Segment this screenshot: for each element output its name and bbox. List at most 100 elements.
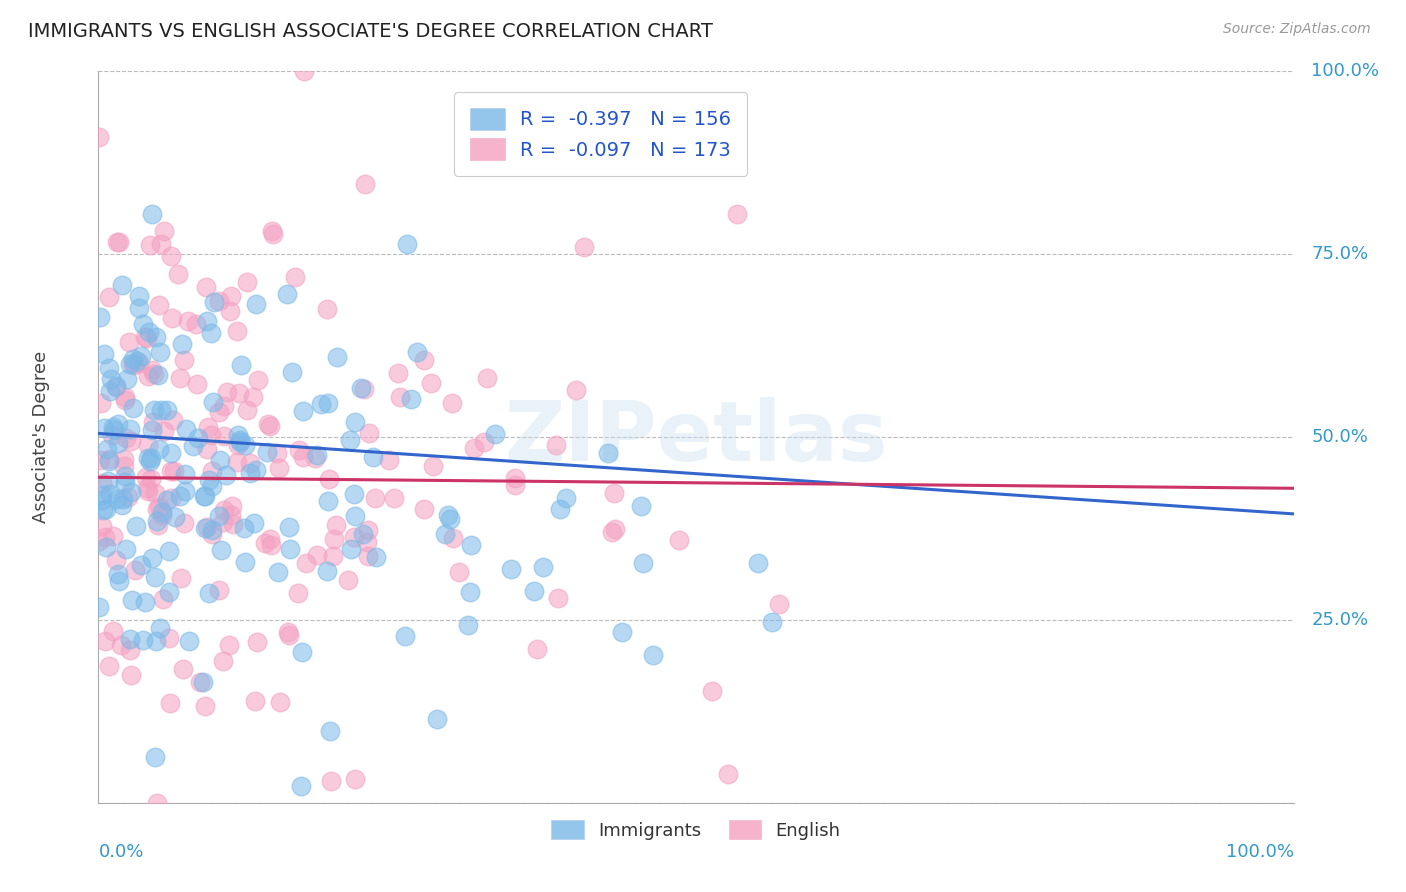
Point — [600, 525, 623, 540]
Point — [114, 542, 136, 557]
Point — [325, 517, 347, 532]
Point — [93, 421, 115, 435]
Point — [101, 419, 124, 434]
Point — [89, 130, 111, 145]
Point — [143, 570, 166, 584]
Point — [283, 270, 305, 285]
Point — [117, 372, 139, 386]
Point — [94, 530, 117, 544]
Point — [145, 501, 167, 516]
Point — [352, 527, 374, 541]
Point — [148, 500, 170, 514]
Point — [97, 290, 120, 304]
Point — [107, 417, 129, 432]
Point — [172, 662, 194, 676]
Point — [555, 491, 578, 506]
Point — [503, 477, 526, 491]
Point — [136, 368, 159, 383]
Point — [359, 425, 381, 440]
Point — [208, 508, 231, 523]
Point — [111, 277, 134, 292]
Point — [148, 442, 170, 456]
Point — [157, 631, 180, 645]
Point — [269, 695, 291, 709]
Point — [114, 393, 136, 408]
Point — [127, 354, 149, 368]
Point — [426, 712, 449, 726]
Point — [120, 668, 142, 682]
Point — [356, 549, 378, 563]
Point — [135, 331, 157, 345]
Point — [212, 654, 235, 668]
Point — [208, 452, 231, 467]
Point — [107, 574, 129, 588]
Point — [603, 522, 626, 536]
Point — [93, 347, 115, 361]
Point — [396, 237, 419, 252]
Point — [136, 483, 159, 498]
Point — [394, 629, 416, 643]
Point — [141, 363, 163, 377]
Point — [169, 489, 191, 503]
Point — [121, 351, 143, 366]
Point — [340, 542, 363, 557]
Point — [725, 207, 748, 221]
Point — [239, 467, 262, 481]
Point — [169, 370, 191, 384]
Point — [246, 635, 269, 649]
Point — [118, 357, 141, 371]
Point — [152, 592, 174, 607]
Point — [94, 502, 117, 516]
Point — [208, 583, 231, 598]
Point — [226, 427, 249, 442]
Point — [269, 461, 291, 475]
Point — [247, 373, 270, 387]
Point — [231, 359, 253, 373]
Point — [420, 376, 443, 390]
Point — [343, 530, 366, 544]
Point — [389, 390, 412, 404]
Point — [91, 518, 114, 533]
Point — [139, 450, 162, 465]
Point — [128, 301, 150, 316]
Point — [201, 527, 224, 541]
Point — [218, 638, 240, 652]
Point — [148, 517, 170, 532]
Point — [212, 399, 235, 413]
Point — [132, 632, 155, 647]
Point — [226, 324, 249, 338]
Point — [243, 694, 266, 708]
Point — [201, 464, 224, 478]
Point — [336, 573, 359, 587]
Point — [121, 593, 143, 607]
Point — [422, 459, 444, 474]
Point — [316, 494, 339, 508]
Point — [344, 415, 367, 429]
Point — [87, 534, 110, 549]
Point — [260, 224, 283, 238]
Point — [114, 390, 136, 404]
Point — [434, 527, 457, 541]
Point — [145, 486, 167, 500]
Point — [564, 384, 586, 398]
Point — [91, 476, 114, 491]
Point — [242, 391, 264, 405]
Point — [217, 385, 239, 400]
Point — [343, 487, 366, 501]
Point — [717, 766, 740, 780]
Point — [668, 533, 690, 547]
Point — [121, 357, 143, 371]
Point — [309, 396, 332, 410]
Point — [174, 422, 197, 436]
Point — [326, 350, 349, 364]
Point — [198, 586, 221, 600]
Point — [225, 455, 247, 469]
Point — [378, 452, 401, 467]
Point — [322, 549, 344, 563]
Point — [387, 367, 409, 381]
Point — [292, 404, 315, 418]
Point — [114, 475, 136, 489]
Point — [103, 624, 125, 638]
Point — [278, 519, 301, 533]
Point — [157, 543, 180, 558]
